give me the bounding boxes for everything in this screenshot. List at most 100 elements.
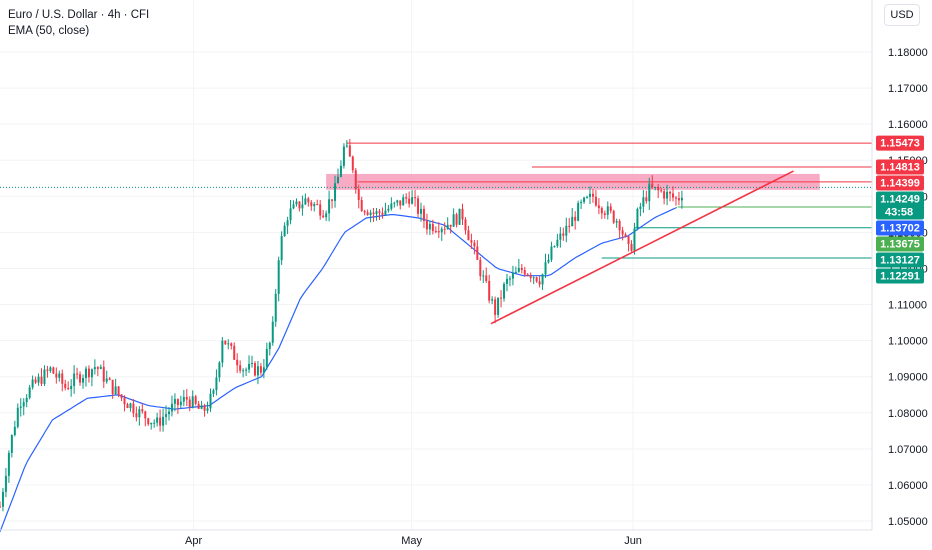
candle-body <box>274 293 277 322</box>
candle-body <box>470 240 473 243</box>
candle-body <box>458 208 461 225</box>
candle-body <box>630 243 633 251</box>
candle-body <box>639 206 642 209</box>
indicator-label[interactable]: EMA (50, close) <box>8 25 90 37</box>
ema-line[interactable] <box>0 206 677 533</box>
price-tag-value: 1.15473 <box>880 138 920 150</box>
candle-body <box>648 183 651 202</box>
ema-layer <box>0 206 677 533</box>
candle-body <box>322 215 325 218</box>
candle-body <box>280 236 283 261</box>
candle-body <box>651 183 654 188</box>
candle-body <box>265 349 268 368</box>
candle-body <box>256 366 259 376</box>
candle-body <box>562 233 565 236</box>
price-tag[interactable] <box>876 236 924 252</box>
candle-body <box>61 373 64 384</box>
price-tick-label: 1.08000 <box>888 408 928 420</box>
candle-body <box>669 191 672 194</box>
price-tag[interactable] <box>876 252 924 268</box>
candle-body <box>544 262 547 275</box>
candle-body <box>396 200 399 203</box>
candle-body <box>58 373 61 378</box>
price-tag[interactable] <box>876 268 924 284</box>
time-tick-label: Jun <box>624 535 642 547</box>
candle-body <box>194 396 197 404</box>
candle-body <box>84 368 87 378</box>
candle-body <box>514 271 517 274</box>
candle-body <box>191 396 194 408</box>
candle-body <box>500 297 503 299</box>
candle-body <box>482 275 485 277</box>
candle-body <box>79 374 82 383</box>
candle-body <box>405 197 408 199</box>
candle-body <box>568 225 571 227</box>
candle-body <box>28 387 31 398</box>
candle-body <box>336 176 339 184</box>
candle-body <box>381 212 384 215</box>
candle-body <box>399 200 402 206</box>
candle-body <box>182 396 185 402</box>
candle-body <box>446 224 449 229</box>
candle-body <box>10 435 13 453</box>
price-tag[interactable] <box>876 175 924 191</box>
candle-body <box>141 409 144 412</box>
candle-body <box>271 321 274 343</box>
candle-body <box>553 246 556 248</box>
candle-body <box>363 211 366 213</box>
candle-body <box>452 214 455 227</box>
time-axis[interactable]: Apr May Jun <box>0 529 872 547</box>
candle-body <box>70 386 73 390</box>
candle-body <box>571 216 574 227</box>
candle-body <box>1 491 4 507</box>
candle-body <box>449 224 452 227</box>
candle-body <box>209 393 212 409</box>
candle-body <box>292 204 295 209</box>
price-tag[interactable] <box>876 220 924 236</box>
candle-body <box>16 407 19 427</box>
candle-body <box>64 383 67 389</box>
price-tick-label: 1.16000 <box>888 119 928 131</box>
candle-body <box>87 368 90 378</box>
price-tag[interactable] <box>876 159 924 175</box>
candle-body <box>680 197 683 201</box>
candle-body <box>342 146 345 166</box>
candle-body <box>73 373 76 387</box>
price-tag-value: 1.14813 <box>880 161 920 173</box>
candle-body <box>580 201 583 204</box>
candle-body <box>497 297 500 315</box>
candle-body <box>129 403 132 409</box>
candle-body <box>325 213 328 218</box>
candle-body <box>417 198 420 214</box>
bar-countdown: 43:58 <box>885 206 913 218</box>
candle-body <box>411 197 414 204</box>
candle-body <box>25 397 28 403</box>
candle-body <box>46 369 49 371</box>
candle-body <box>488 280 491 301</box>
candle-body <box>414 197 417 199</box>
price-tag[interactable] <box>876 135 924 151</box>
price-tag[interactable] <box>876 191 924 220</box>
candle-body <box>212 390 215 394</box>
candle-body <box>618 221 621 231</box>
currency-button[interactable]: USD <box>884 4 920 26</box>
candle-body <box>319 204 322 216</box>
candle-body <box>173 399 176 404</box>
candle-body <box>156 417 159 423</box>
ascending-trendline[interactable] <box>490 170 794 325</box>
candle-body <box>591 193 594 197</box>
candle-body <box>565 225 568 236</box>
candle-body <box>117 386 120 395</box>
candle-body <box>437 231 440 233</box>
candle-body <box>245 369 248 371</box>
candle-body <box>541 274 544 285</box>
candle-body <box>218 362 221 378</box>
candle-body <box>503 283 506 299</box>
symbol-title[interactable]: Euro / U.S. Dollar · 4h · CFI <box>8 9 150 21</box>
candle-body <box>307 198 310 203</box>
candle-body <box>666 191 669 199</box>
candle-body <box>55 373 58 378</box>
